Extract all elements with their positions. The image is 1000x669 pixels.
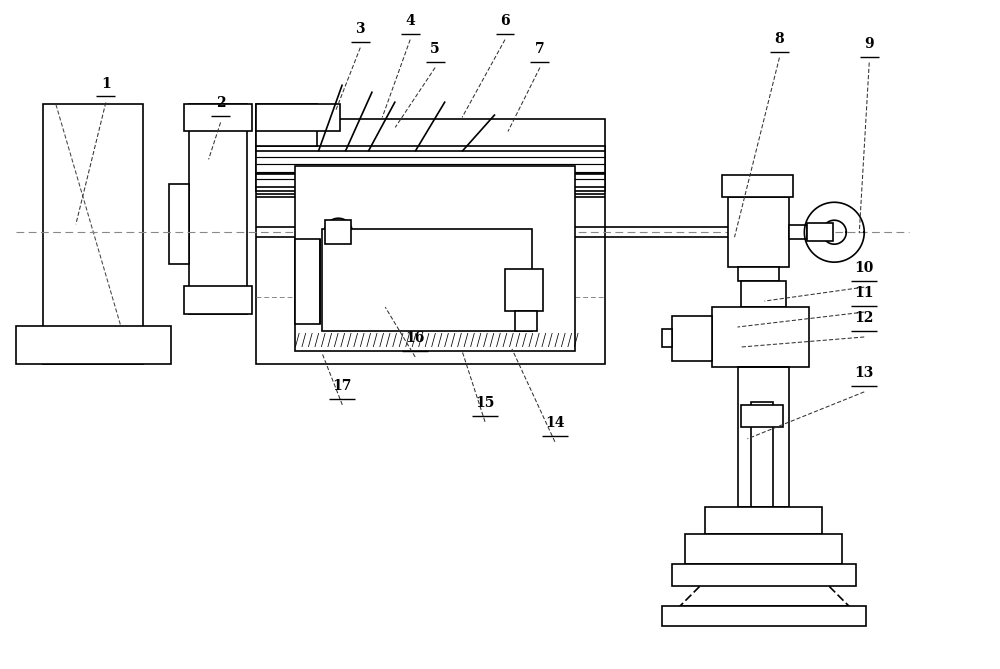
Bar <box>662 329 672 347</box>
Bar <box>662 606 866 626</box>
Text: 10: 10 <box>855 261 874 275</box>
Bar <box>741 405 783 427</box>
Text: 15: 15 <box>475 396 495 410</box>
Bar <box>789 225 807 240</box>
Bar <box>256 104 340 131</box>
Bar <box>295 167 575 351</box>
Bar <box>741 281 786 307</box>
Text: 9: 9 <box>864 37 874 51</box>
Text: 16: 16 <box>405 331 425 345</box>
Bar <box>672 316 712 361</box>
Bar <box>322 229 532 331</box>
Text: 2: 2 <box>216 96 225 110</box>
Text: 4: 4 <box>405 13 415 27</box>
Text: 5: 5 <box>430 41 440 56</box>
Bar <box>295 240 320 324</box>
Bar <box>184 286 252 314</box>
Text: 11: 11 <box>854 286 874 300</box>
Bar <box>184 104 252 131</box>
Bar <box>738 267 779 281</box>
Bar <box>685 534 842 563</box>
Bar <box>738 367 789 506</box>
Bar <box>751 402 773 506</box>
Bar <box>728 197 789 267</box>
Bar <box>16 326 171 364</box>
Bar <box>672 563 856 587</box>
Text: 1: 1 <box>101 76 111 90</box>
Text: 3: 3 <box>355 21 365 35</box>
Bar <box>189 104 247 314</box>
Bar <box>325 220 351 244</box>
Text: 7: 7 <box>535 41 545 56</box>
Bar <box>43 104 143 364</box>
Bar <box>256 147 605 175</box>
Bar <box>712 307 809 367</box>
Bar <box>256 120 605 364</box>
Text: 8: 8 <box>775 31 784 45</box>
Bar <box>256 175 605 191</box>
Bar <box>256 104 317 147</box>
Bar <box>515 311 537 331</box>
Bar <box>722 175 793 197</box>
Text: 17: 17 <box>333 379 352 393</box>
Bar <box>505 269 543 311</box>
Text: 12: 12 <box>855 311 874 325</box>
Bar <box>705 506 822 534</box>
Text: 6: 6 <box>500 13 510 27</box>
Bar <box>807 223 833 242</box>
Text: 13: 13 <box>855 366 874 380</box>
Text: 14: 14 <box>545 416 565 429</box>
Bar <box>169 185 189 264</box>
